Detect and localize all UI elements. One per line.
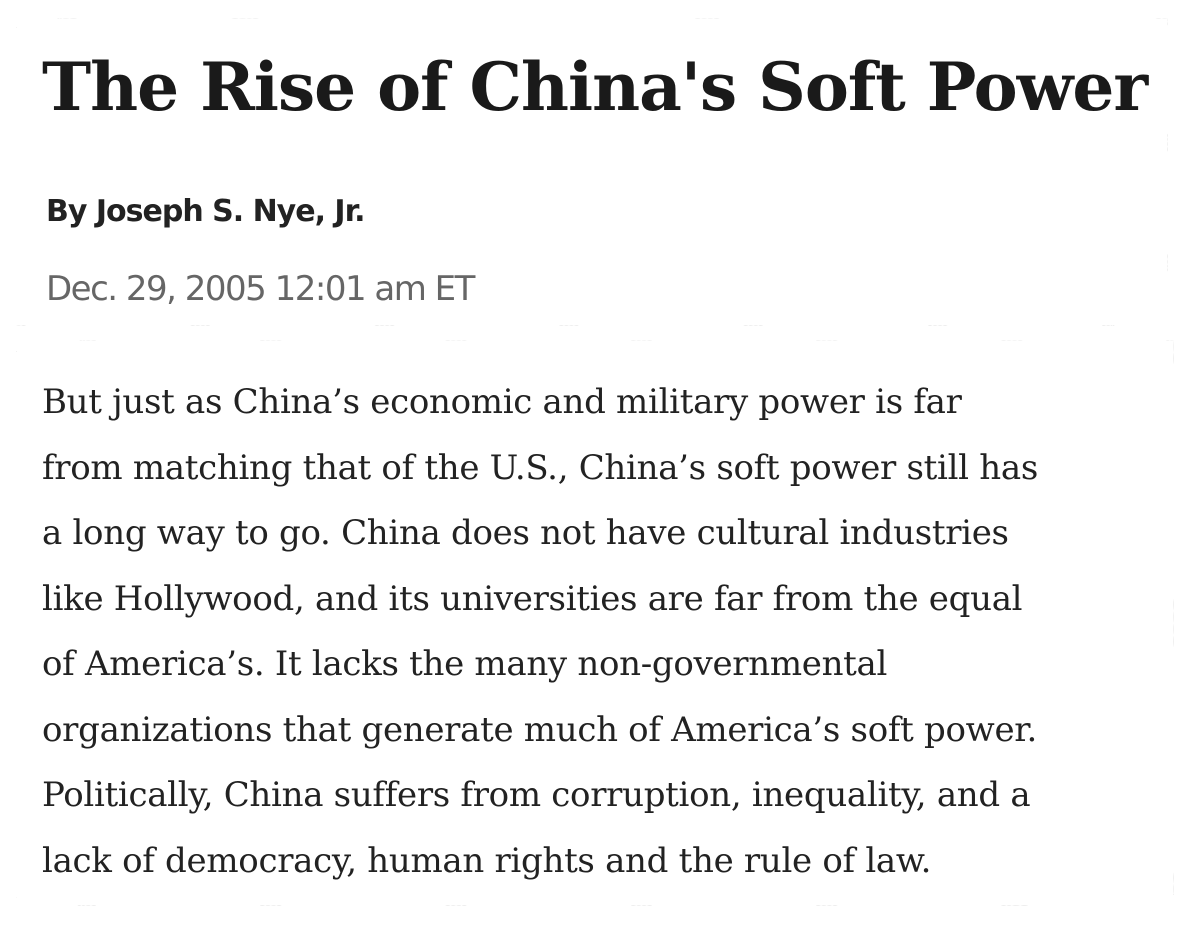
excerpt-line: lack of democracy, human rights and the …: [42, 840, 932, 881]
excerpt-line: from matching that of the U.S., China’s …: [42, 447, 1038, 488]
excerpt-line: a long way to go. China does not have cu…: [42, 513, 1009, 553]
excerpt-line: But just as China’s economic and militar…: [42, 382, 962, 422]
excerpt-line: of America’s. It lacks the many non-gove…: [42, 644, 888, 684]
article-excerpt: But just as China’s economic and militar…: [42, 370, 1152, 894]
excerpt-line: organizations that generate much of Amer…: [42, 709, 1038, 750]
excerpt-line: like Hollywood, and its universities are…: [42, 578, 1023, 619]
excerpt-line: Politically, China suffers from corrupti…: [42, 775, 1031, 815]
excerpt-clipping: But just as China’s economic and militar…: [16, 340, 1174, 906]
article-date: Dec. 29, 2005 12:01 am ET: [46, 269, 475, 309]
article-title: The Rise of China's Soft Power: [42, 48, 1148, 126]
headline-clipping: The Rise of China's Soft Power By Joseph…: [16, 18, 1168, 326]
article-byline: By Joseph S. Nye, Jr.: [46, 194, 365, 229]
